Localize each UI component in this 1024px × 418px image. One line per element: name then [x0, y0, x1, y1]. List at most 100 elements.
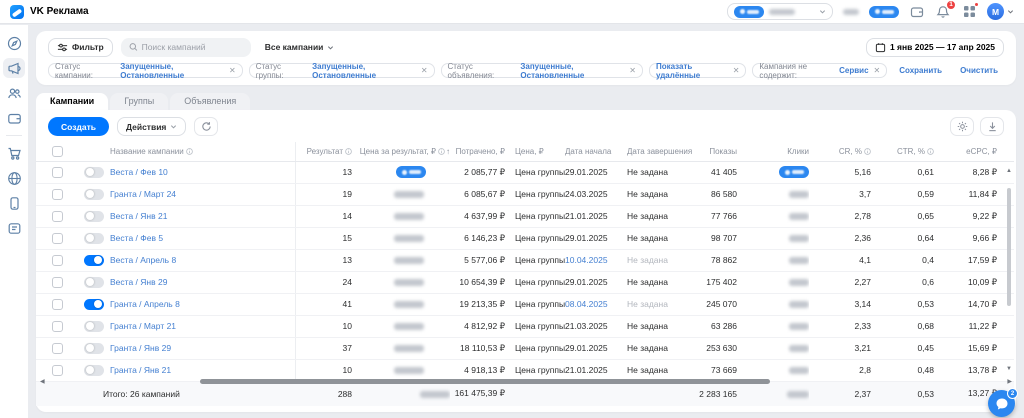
date-range-picker[interactable]: 1 янв 2025 — 17 апр 2025 [865, 37, 1004, 57]
campaign-toggle[interactable] [84, 254, 104, 266]
campaign-name-link[interactable]: Веста / Фев 10 [110, 167, 168, 177]
result-cell: 24 [295, 271, 352, 294]
campaign-toggle[interactable] [84, 342, 104, 354]
campaign-name-link[interactable]: Веста / Фев 5 [110, 233, 164, 243]
close-icon[interactable]: ✕ [873, 66, 881, 75]
result-cell: 15 [295, 227, 352, 250]
campaign-name-link[interactable]: Гранта / Март 24 [110, 189, 177, 199]
table-settings-button[interactable] [950, 117, 974, 136]
row-checkbox[interactable] [51, 232, 63, 244]
chip-campaign-status[interactable]: Статус кампании: Запущенные, Остановленн… [48, 62, 243, 80]
row-checkbox[interactable] [51, 364, 63, 376]
impressions-cell: 86 580 [697, 183, 737, 206]
chip-show-deleted[interactable]: Показать удалённые ✕ [648, 62, 747, 80]
phone-icon[interactable] [3, 193, 25, 213]
campaign-name-link[interactable]: Гранта / Янв 29 [110, 343, 172, 353]
result-cost-hidden-blur [394, 235, 424, 243]
chip-not-contains[interactable]: Кампания не содержит: Сервис ✕ [752, 62, 888, 80]
card-file-icon[interactable] [3, 218, 25, 238]
campaign-toggle[interactable] [84, 276, 104, 288]
cart-icon[interactable] [3, 143, 25, 163]
horizontal-scrollbar[interactable]: ◀ ▶ [40, 378, 1012, 385]
campaign-toggle[interactable] [84, 298, 104, 310]
row-checkbox[interactable] [51, 210, 63, 222]
close-icon[interactable]: ✕ [229, 66, 236, 75]
campaign-toggle[interactable] [84, 364, 104, 376]
campaign-name-link[interactable]: Веста / Апрель 8 [110, 255, 177, 265]
close-icon[interactable]: ✕ [732, 66, 740, 75]
table-row: Веста / Янв 29 24 10 654,39 ₽ 10 654,39 … [36, 271, 1014, 294]
sorted-column-header[interactable]: Цена за результат, ₽ ↑ [352, 142, 450, 162]
ecpc-cell: 9,66 ₽ [934, 227, 997, 250]
filter-button[interactable]: Фильтр [48, 37, 113, 57]
support-chat-button[interactable]: 2 [988, 388, 1018, 417]
tab-campaigns[interactable]: Кампании [36, 93, 109, 110]
row-checkbox[interactable] [51, 276, 63, 288]
price-cell: Цена группы [505, 183, 565, 206]
export-download-button[interactable] [980, 117, 1004, 136]
row-checkbox[interactable] [51, 188, 63, 200]
vertical-scrollbar-thumb[interactable] [1007, 188, 1011, 306]
campaign-toggle[interactable] [84, 210, 104, 222]
profile-menu[interactable]: M [987, 3, 1014, 20]
select-all-checkbox[interactable] [51, 145, 63, 157]
globe-icon[interactable] [3, 168, 25, 188]
campaign-toggle[interactable] [84, 166, 104, 178]
create-button[interactable]: Создать [48, 117, 109, 136]
app-logo[interactable]: VK Реклама [10, 4, 89, 19]
actions-dropdown[interactable]: Действия [116, 117, 187, 136]
row-checkbox[interactable] [51, 342, 63, 354]
chevron-down-icon [328, 45, 334, 50]
refresh-button[interactable] [194, 117, 219, 136]
price-cell: Цена группы [505, 249, 565, 272]
campaign-name-link[interactable]: Гранта / Апрель 8 [110, 299, 180, 309]
hidden-balance-pill[interactable] [869, 5, 899, 18]
date-end-cell: Не задана [627, 249, 697, 272]
hidden-account-pill [734, 5, 764, 18]
clear-filters-button[interactable]: Очистить [954, 66, 1004, 75]
spent-cell: 2 085,77 ₽ [450, 161, 505, 184]
tab-groups[interactable]: Группы [110, 93, 169, 110]
horizontal-scrollbar-thumb[interactable] [200, 379, 770, 384]
scroll-right-icon[interactable]: ▶ [1007, 379, 1012, 385]
campaign-scope-select[interactable]: Все кампании [265, 42, 335, 52]
scroll-left-icon[interactable]: ◀ [40, 379, 45, 385]
scroll-up-icon[interactable]: ▲ [1006, 168, 1012, 174]
campaign-name-link[interactable]: Веста / Янв 21 [110, 211, 168, 221]
users-icon[interactable] [3, 83, 25, 103]
compass-icon[interactable] [3, 33, 25, 53]
row-checkbox[interactable] [51, 320, 63, 332]
campaign-name-link[interactable]: Гранта / Март 21 [110, 321, 177, 331]
row-checkbox[interactable] [51, 254, 63, 266]
result-cell: 13 [295, 161, 352, 184]
search-input[interactable] [141, 42, 243, 52]
result-cost-hidden-blur [394, 323, 424, 331]
ctr-cell: 0,53 [871, 293, 934, 316]
row-checkbox[interactable] [51, 298, 63, 310]
megaphone-icon[interactable] [3, 58, 25, 78]
apps-grid-icon[interactable] [961, 1, 979, 20]
campaign-table-body: Веста / Фев 10 13 2 085,77 ₽ 2 085,77 ₽ … [36, 161, 1014, 382]
bell-icon[interactable]: 1 [935, 0, 956, 20]
ctr-cell: 0,45 [871, 337, 934, 360]
wallet-icon[interactable] [3, 108, 25, 128]
campaign-toggle[interactable] [84, 188, 104, 200]
tab-ads[interactable]: Объявления [170, 93, 251, 110]
account-select[interactable] [727, 3, 833, 20]
price-cell: Цена группы [505, 205, 565, 228]
wallet-icon[interactable] [909, 4, 925, 20]
chip-group-status[interactable]: Статус группы: Запущенные, Остановленные… [248, 62, 435, 80]
ecpc-cell: 11,22 ₽ [934, 315, 997, 338]
impressions-cell: 245 070 [697, 293, 737, 316]
scroll-down-icon[interactable]: ▼ [1006, 366, 1012, 372]
campaign-name-link[interactable]: Веста / Янв 29 [110, 277, 168, 287]
row-checkbox[interactable] [51, 166, 63, 178]
campaign-toggle[interactable] [84, 320, 104, 332]
close-icon[interactable]: ✕ [420, 66, 428, 75]
close-icon[interactable]: ✕ [629, 66, 636, 75]
spent-cell: 18 110,53 ₽ [450, 337, 505, 360]
campaign-name-link[interactable]: Гранта / Янв 21 [110, 365, 172, 375]
chip-ad-status[interactable]: Статус объявления: Запущенные, Остановле… [440, 62, 643, 80]
save-filters-button[interactable]: Сохранить [893, 66, 948, 75]
campaign-toggle[interactable] [84, 232, 104, 244]
